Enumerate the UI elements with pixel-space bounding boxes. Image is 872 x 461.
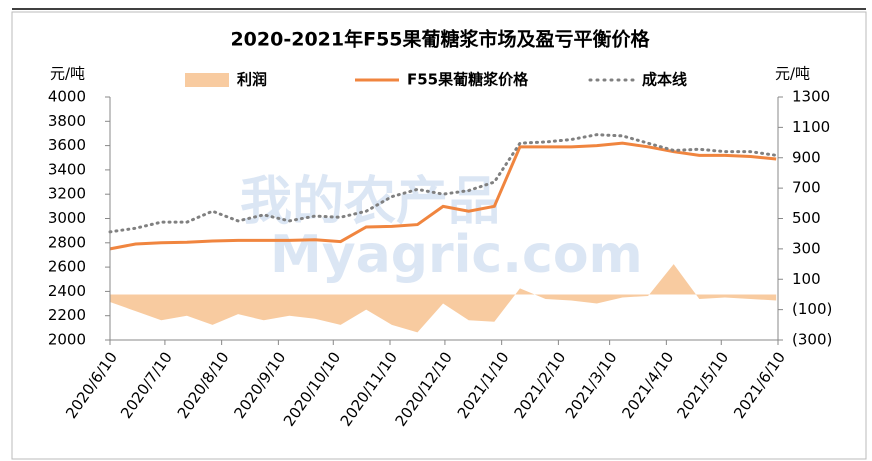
x-tick-label: 2020/8/10: [174, 349, 233, 422]
x-tick-label: 2021/6/10: [730, 349, 789, 422]
legend-label: 成本线: [642, 71, 687, 89]
y-tick-label: 2000: [48, 331, 86, 349]
x-tick-label: 2021/5/10: [673, 349, 732, 422]
y2-tick-label: 700: [792, 179, 821, 197]
y-tick-label: 3400: [48, 160, 86, 178]
y2-tick-label: 500: [792, 209, 821, 227]
y2-tick-label: 300: [792, 239, 821, 257]
x-tick-label: 2020/11/10: [337, 349, 401, 430]
x-tick-label: 2020/10/10: [280, 349, 344, 430]
y-axis-label: 元/吨: [50, 65, 85, 83]
legend-label: 利润: [237, 71, 267, 89]
y2-tick-label: 1100: [792, 118, 830, 136]
x-tick-label: 2020/9/10: [230, 349, 289, 422]
x-tick-label: 2020/12/10: [392, 349, 456, 430]
y2-tick-label: (100): [792, 300, 832, 318]
y-tick-label: 3200: [48, 185, 86, 203]
y-tick-label: 2600: [48, 258, 86, 276]
legend-label: F55果葡糖浆价格: [407, 71, 529, 89]
chart-title: 2020-2021年F55果葡糖浆市场及盈亏平衡价格: [230, 28, 650, 51]
y-tick-label: 3000: [48, 209, 86, 227]
x-tick-label: 2021/1/10: [454, 349, 513, 422]
x-tick-label: 2021/4/10: [618, 349, 677, 422]
x-tick-label: 2020/6/10: [62, 349, 121, 422]
y2-tick-label: 1300: [792, 88, 830, 106]
legend-swatch: [185, 73, 229, 87]
y2-tick-label: 100: [792, 270, 821, 288]
watermark: 我的农产品: [240, 172, 500, 232]
profit-area: [110, 264, 777, 333]
y2-tick-label: 900: [792, 148, 821, 166]
y-tick-label: 2800: [48, 233, 86, 251]
x-tick-label: 2021/2/10: [510, 349, 569, 422]
price-line: [109, 141, 777, 251]
y-tick-label: 2200: [48, 306, 86, 324]
y-tick-label: 3600: [48, 136, 86, 154]
x-tick-label: 2020/7/10: [117, 349, 176, 422]
watermark: Myagric.com: [270, 225, 643, 285]
x-tick-label: 2021/3/10: [562, 349, 621, 422]
y2-axis-label: 元/吨: [775, 65, 810, 83]
y-tick-label: 2400: [48, 282, 86, 300]
frame: [11, 11, 867, 460]
cost-line: [108, 133, 778, 234]
y-tick-label: 4000: [48, 88, 86, 106]
y-tick-label: 3800: [48, 112, 86, 130]
y2-tick-label: (300): [792, 331, 832, 349]
